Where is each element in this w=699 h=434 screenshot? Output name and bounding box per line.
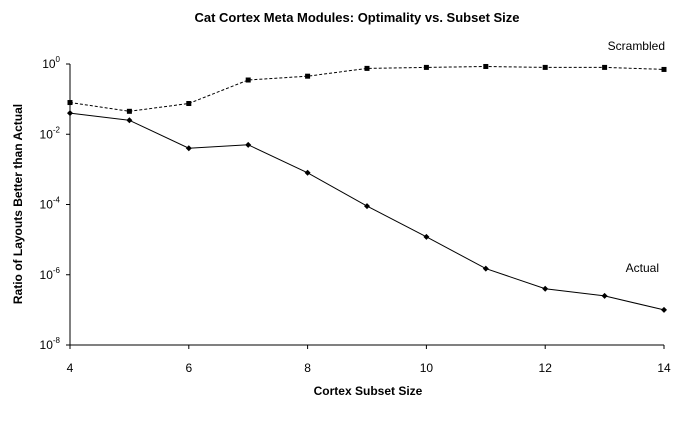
data-point-scrambled [661, 66, 667, 72]
data-point-actual [126, 117, 133, 124]
data-point-actual [423, 233, 430, 240]
chart-title: Cat Cortex Meta Modules: Optimality vs. … [194, 10, 519, 25]
data-point-scrambled [602, 64, 608, 70]
plot-area: 100 10-2 10-4 10-6 10-8 4 6 8 10 12 14 [40, 55, 671, 375]
data-point-scrambled [542, 64, 548, 70]
data-point-actual [185, 145, 192, 152]
y-tick-label: 10-6 [40, 266, 61, 282]
x-tick-label: 4 [67, 361, 74, 375]
x-axis-title: Cortex Subset Size [314, 384, 423, 398]
y-ticks: 100 10-2 10-4 10-6 10-8 [40, 55, 70, 352]
data-point-scrambled [67, 100, 73, 106]
y-tick-label: 10-8 [40, 336, 61, 352]
data-point-scrambled [423, 64, 429, 70]
x-tick-label: 10 [420, 361, 434, 375]
y-tick-label: 10-4 [40, 196, 61, 212]
data-point-actual [601, 292, 608, 299]
series-label-actual: Actual [626, 261, 659, 275]
data-point-actual [542, 285, 549, 292]
data-point-scrambled [483, 63, 489, 69]
series-label-scrambled: Scrambled [608, 39, 665, 53]
data-point-actual [364, 203, 370, 210]
x-ticks: 4 6 8 10 12 14 [67, 345, 671, 375]
y-tick-label: 10-2 [40, 125, 61, 141]
x-tick-label: 8 [304, 361, 311, 375]
series-actual [67, 110, 667, 313]
data-point-scrambled [245, 77, 251, 83]
data-point-actual [245, 141, 252, 148]
y-tick-label: 100 [42, 55, 60, 71]
data-point-actual [482, 265, 489, 272]
series-scrambled [67, 63, 667, 114]
x-tick-label: 6 [185, 361, 192, 375]
data-point-scrambled [126, 108, 132, 114]
data-point-scrambled [364, 65, 370, 71]
data-point-actual [661, 306, 667, 313]
series-line-actual [69, 112, 665, 311]
x-tick-label: 12 [539, 361, 553, 375]
x-tick-label: 14 [657, 361, 671, 375]
data-point-actual [67, 110, 73, 117]
data-point-actual [304, 169, 311, 176]
data-point-scrambled [186, 101, 192, 107]
y-axis-title: Ratio of Layouts Better than Actual [11, 104, 25, 304]
series-layer [67, 63, 667, 313]
data-point-scrambled [305, 73, 311, 79]
series-line-scrambled [69, 65, 665, 112]
